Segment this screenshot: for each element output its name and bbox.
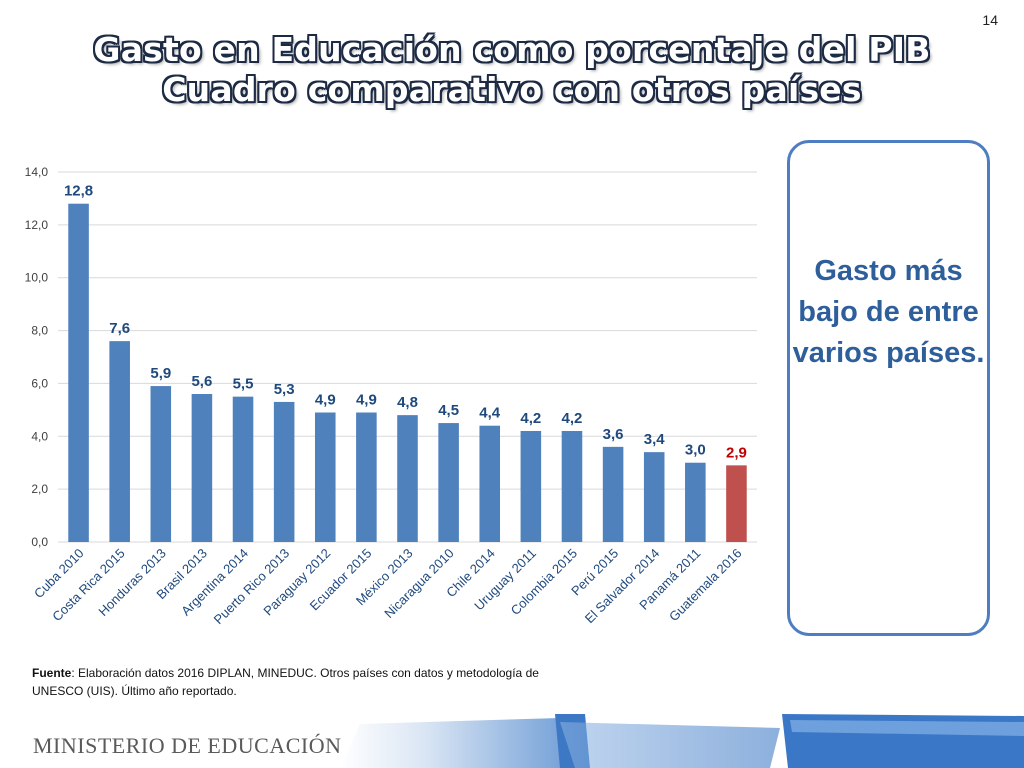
data-label: 4,5 xyxy=(438,402,459,419)
data-label: 3,0 xyxy=(685,442,706,459)
data-label: 4,9 xyxy=(315,392,336,409)
callout-box: Gasto más bajo de entre varios países. xyxy=(787,140,990,636)
page-number: 14 xyxy=(982,12,998,28)
data-label: 5,5 xyxy=(233,376,254,393)
data-label: 4,9 xyxy=(356,392,377,409)
y-tick-label: 6,0 xyxy=(31,376,48,390)
bar xyxy=(109,341,130,542)
bar xyxy=(685,462,706,542)
source-footnote: Fuente: Elaboración datos 2016 DIPLAN, M… xyxy=(32,664,572,700)
title-line-1: Gasto en Educación como porcentaje del P… xyxy=(93,30,931,69)
y-tick-label: 12,0 xyxy=(25,218,49,232)
title-line-2: Cuadro comparativo con otros países xyxy=(162,70,862,109)
data-label: 12,8 xyxy=(64,183,93,200)
y-tick-label: 4,0 xyxy=(31,429,48,443)
source-label: Fuente xyxy=(32,666,72,680)
source-text: : Elaboración datos 2016 DIPLAN, MINEDUC… xyxy=(32,666,539,698)
bar xyxy=(356,412,377,542)
bar xyxy=(232,396,254,542)
data-label: 5,3 xyxy=(274,381,295,398)
data-label: 4,4 xyxy=(479,405,501,422)
bar xyxy=(479,425,501,542)
x-tick-label: Puerto Rico 2013 xyxy=(211,546,293,628)
data-label: 3,4 xyxy=(644,431,666,448)
data-label: 5,9 xyxy=(150,365,171,382)
slide-title: Gasto en Educación como porcentaje del P… xyxy=(0,30,1024,110)
callout-text: Gasto más bajo de entre varios países. xyxy=(792,255,985,369)
x-tick-label: El Salvador 2014 xyxy=(582,546,663,627)
bar xyxy=(150,386,172,542)
y-tick-label: 8,0 xyxy=(31,324,48,338)
bar xyxy=(438,423,459,542)
y-tick-label: 10,0 xyxy=(25,271,49,285)
data-label: 4,2 xyxy=(520,410,541,427)
data-label: 7,6 xyxy=(109,320,130,337)
y-tick-label: 14,0 xyxy=(25,165,49,179)
ministry-logo-text: MINISTERIO DE EDUCACIÓN xyxy=(33,733,342,758)
bar xyxy=(397,415,418,542)
data-label: 4,8 xyxy=(397,394,418,411)
x-tick-label: Guatemala 2016 xyxy=(666,546,745,625)
bar xyxy=(191,394,213,542)
bar xyxy=(726,465,747,542)
bar xyxy=(520,431,542,542)
data-label: 4,2 xyxy=(562,410,583,427)
bar xyxy=(602,446,624,542)
data-label: 5,6 xyxy=(191,373,212,390)
footer-decoration xyxy=(340,714,1024,768)
bar xyxy=(314,412,336,542)
bar xyxy=(561,431,583,542)
y-tick-label: 0,0 xyxy=(31,535,48,549)
bar xyxy=(68,203,89,542)
bar xyxy=(643,452,665,542)
bar xyxy=(273,401,295,542)
x-tick-label: Costa Rica 2015 xyxy=(49,546,128,625)
data-label: 3,6 xyxy=(603,426,624,443)
y-tick-label: 2,0 xyxy=(31,482,48,496)
data-label: 2,9 xyxy=(726,444,747,461)
